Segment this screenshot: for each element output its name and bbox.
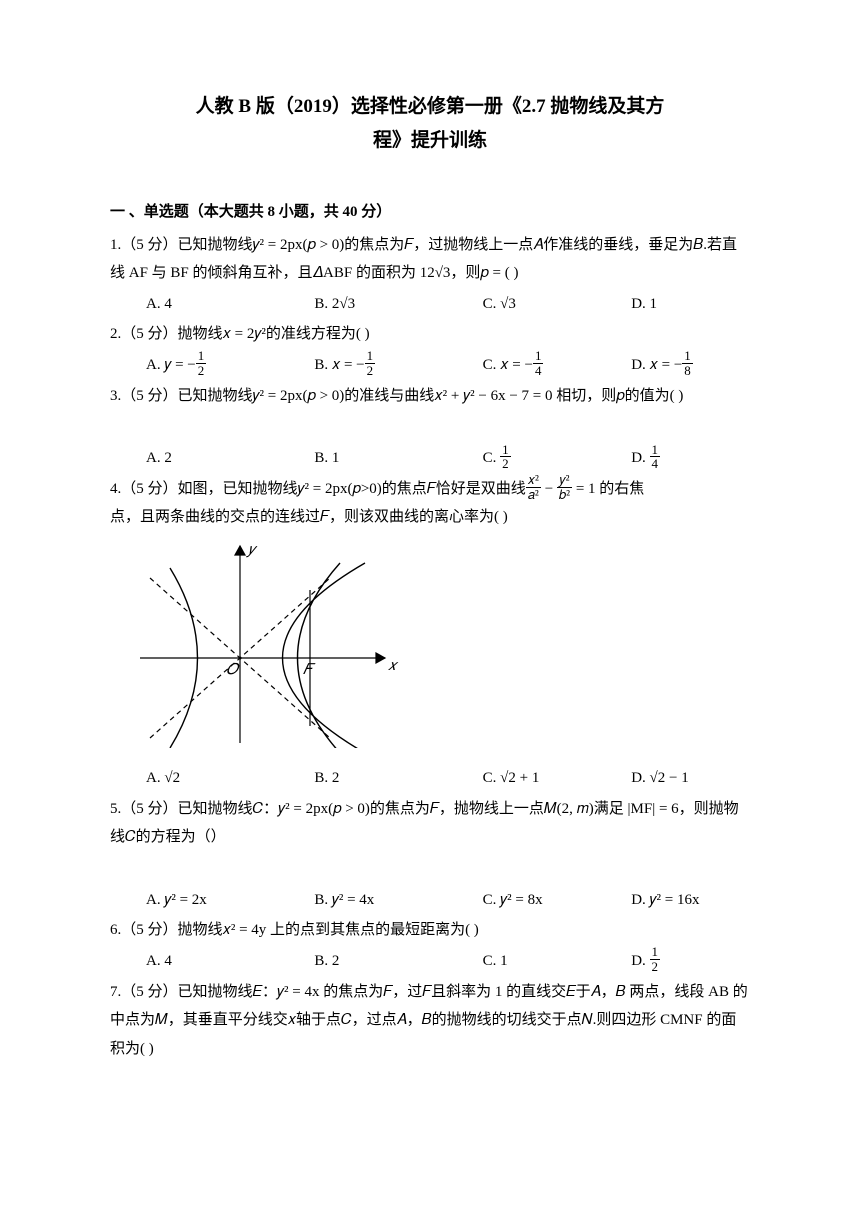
q4-diagram: 𝑂 𝐹 𝑥 𝑦 [140, 538, 750, 759]
spacer-5 [110, 854, 750, 884]
origin-label: 𝑂 [226, 662, 240, 678]
q4-options: A. √2 B. 2 C. √2 + 1 D. √2 − 1 [146, 764, 750, 793]
q2-option-d: D. 𝑥 = −18 [631, 351, 750, 380]
q2-c-frac: 14 [533, 349, 544, 377]
question-5: 5.（5 分）已知抛物线𝐶：𝑦² = 2px(𝑝 > 0)的焦点为𝐹，抛物线上一… [110, 795, 750, 852]
question-2: 2.（5 分）抛物线𝑥 = 2𝑦²的准线方程为( ) [110, 320, 750, 349]
document-title: 人教 B 版（2019）选择性必修第一册《2.7 抛物线及其方 程》提升训练 [110, 90, 750, 158]
q2-stem: 2.（5 分）抛物线𝑥 = 2𝑦²的准线方程为( ) [110, 326, 370, 342]
q2-option-c: C. 𝑥 = −14 [483, 351, 632, 380]
q5-option-b: B. 𝑦² = 4x [314, 886, 482, 915]
x-arrow [376, 653, 385, 663]
q4-option-c: C. √2 + 1 [483, 764, 632, 793]
q3-d-frac: 14 [650, 443, 661, 471]
q1-option-d: D. 1 [631, 290, 750, 319]
q6-d-frac: 12 [650, 945, 661, 973]
q1-option-c: C. √3 [483, 290, 632, 319]
focus-label: 𝐹 [303, 662, 316, 678]
q6-option-b: B. 2 [314, 947, 482, 976]
q1-options: A. 4 B. 2√3 C. √3 D. 1 [146, 290, 750, 319]
q3-option-d: D. 14 [631, 444, 750, 473]
q6-option-c: C. 1 [483, 947, 632, 976]
q3-option-a: A. 2 [146, 444, 314, 473]
question-6: 6.（5 分）抛物线𝑥² = 4y 上的点到其焦点的最短距离为( ) [110, 916, 750, 945]
y-label: 𝑦 [246, 542, 258, 558]
q4-stem-c: 点，且两条曲线的交点的连线过𝐹，则该双曲线的离心率为( ) [110, 509, 508, 525]
x-label: 𝑥 [388, 658, 399, 674]
q5-option-c: C. 𝑦² = 8x [483, 886, 632, 915]
q6-stem: 6.（5 分）抛物线𝑥² = 4y 上的点到其焦点的最短距离为( ) [110, 922, 479, 938]
section-header: 一 、单选题（本大题共 8 小题，共 40 分） [110, 198, 750, 227]
q1-stem: 1.（5 分）已知抛物线𝑦² = 2px(𝑝 > 0)的焦点为𝐹，过抛物线上一点… [110, 237, 737, 282]
q4-frac-y: 𝑦²𝑏² [557, 473, 572, 501]
question-1: 1.（5 分）已知抛物线𝑦² = 2px(𝑝 > 0)的焦点为𝐹，过抛物线上一点… [110, 231, 750, 288]
q4-stem-b: = 1 的右焦 [572, 481, 644, 497]
q6-option-d: D. 12 [631, 947, 750, 976]
q1-option-a: A. 4 [146, 290, 314, 319]
q3-c-frac: 12 [500, 443, 511, 471]
page: 人教 B 版（2019）选择性必修第一册《2.7 抛物线及其方 程》提升训练 一… [0, 0, 860, 1216]
q5-stem: 5.（5 分）已知抛物线𝐶：𝑦² = 2px(𝑝 > 0)的焦点为𝐹，抛物线上一… [110, 801, 739, 846]
q3-option-b: B. 1 [314, 444, 482, 473]
parabola [283, 563, 366, 748]
q2-option-b: B. 𝑥 = −12 [314, 351, 482, 380]
q5-options: A. 𝑦² = 2x B. 𝑦² = 4x C. 𝑦² = 8x D. 𝑦² =… [146, 886, 750, 915]
question-3: 3.（5 分）已知抛物线𝑦² = 2px(𝑝 > 0)的准线与曲线𝑥² + 𝑦²… [110, 382, 750, 411]
title-line-2: 程》提升训练 [373, 130, 487, 151]
q3-stem: 3.（5 分）已知抛物线𝑦² = 2px(𝑝 > 0)的准线与曲线𝑥² + 𝑦²… [110, 388, 683, 404]
q4-stem-a: 4.（5 分）如图，已知抛物线𝑦² = 2px(𝑝>0)的焦点𝐹恰好是双曲线 [110, 481, 526, 497]
diagram-svg: 𝑂 𝐹 𝑥 𝑦 [140, 538, 400, 748]
q6-option-a: A. 4 [146, 947, 314, 976]
question-4: 4.（5 分）如图，已知抛物线𝑦² = 2px(𝑝>0)的焦点𝐹恰好是双曲线𝑥²… [110, 475, 750, 532]
q5-option-d: D. 𝑦² = 16x [631, 886, 750, 915]
question-7: 7.（5 分）已知抛物线𝐸：𝑦² = 4x 的焦点为𝐹，过𝐹且斜率为 1 的直线… [110, 978, 750, 1064]
q2-a-frac: 12 [196, 349, 207, 377]
q5-option-a: A. 𝑦² = 2x [146, 886, 314, 915]
q4-option-a: A. √2 [146, 764, 314, 793]
q3-options: A. 2 B. 1 C. 12 D. 14 [146, 444, 750, 473]
q7-stem: 7.（5 分）已知抛物线𝐸：𝑦² = 4x 的焦点为𝐹，过𝐹且斜率为 1 的直线… [110, 984, 748, 1057]
y-arrow [235, 546, 245, 555]
spacer [110, 412, 750, 442]
q6-options: A. 4 B. 2 C. 1 D. 12 [146, 947, 750, 976]
title-line-1: 人教 B 版（2019）选择性必修第一册《2.7 抛物线及其方 [196, 96, 665, 117]
q4-option-b: B. 2 [314, 764, 482, 793]
q4-option-d: D. √2 − 1 [631, 764, 750, 793]
q3-option-c: C. 12 [483, 444, 632, 473]
q2-b-frac: 12 [365, 349, 376, 377]
q1-option-b: B. 2√3 [314, 290, 482, 319]
q2-options: A. 𝑦 = −12 B. 𝑥 = −12 C. 𝑥 = −14 D. 𝑥 = … [146, 351, 750, 380]
q2-d-frac: 18 [682, 349, 693, 377]
q4-frac-x: 𝑥²𝑎² [526, 473, 541, 501]
q2-option-a: A. 𝑦 = −12 [146, 351, 314, 380]
